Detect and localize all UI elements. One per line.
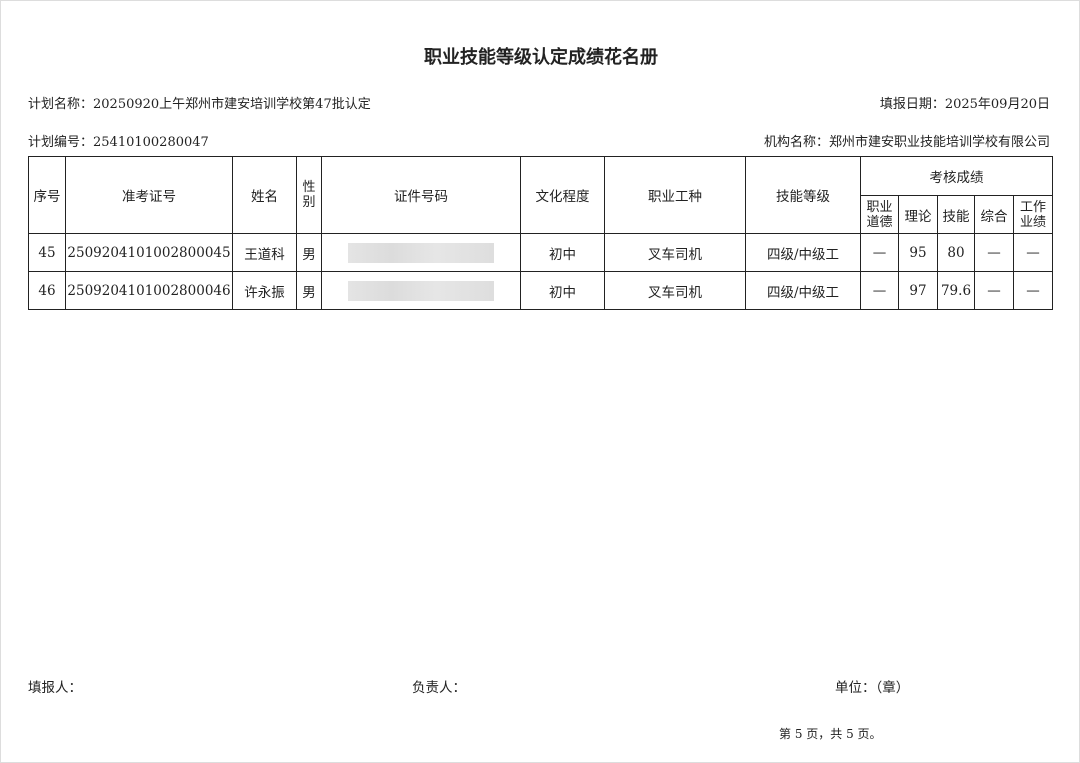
plan-name: 计划名称：20250920上午郑州市建安培训学校第47批认定 (28, 97, 371, 112)
header-ethics: 职业道德 (860, 195, 899, 234)
cell-education: 初中 (520, 233, 605, 272)
cell-name: 王道科 (232, 233, 297, 272)
responsible-label: 负责人： (412, 680, 466, 696)
cell-theory: 95 (898, 233, 938, 272)
cell-overall: — (974, 271, 1014, 310)
cell-skill: 80 (937, 233, 975, 272)
header-overall: 综合 (974, 195, 1014, 234)
page-title: 职业技能等级认定成绩花名册 (424, 47, 658, 68)
header-gender: 性别 (296, 156, 322, 234)
cell-ethics: — (860, 233, 899, 272)
cell-seq: 45 (28, 233, 66, 272)
table-row: 46 2509204101002800046 许永振 男 初中 叉车司机 四级/… (28, 271, 1053, 310)
header-level: 技能等级 (745, 156, 861, 234)
header-id-no: 证件号码 (321, 156, 521, 234)
header-education: 文化程度 (520, 156, 605, 234)
page-indicator: 第 5 页，共 5 页。 (779, 727, 882, 741)
redacted-id-blur (348, 242, 494, 263)
header-seq: 序号 (28, 156, 66, 234)
cell-exam-no: 2509204101002800046 (65, 271, 233, 310)
header-occupation: 职业工种 (604, 156, 746, 234)
cell-id-no (321, 233, 521, 272)
filler-label: 填报人： (28, 680, 82, 696)
unit-seal-label: 单位：（章） (835, 680, 910, 696)
cell-gender: 男 (296, 233, 322, 272)
fill-date: 填报日期：2025年09月20日 (879, 97, 1050, 112)
header-exam-no: 准考证号 (65, 156, 233, 234)
cell-gender: 男 (296, 271, 322, 310)
cell-occupation: 叉车司机 (604, 233, 746, 272)
cell-exam-no: 2509204101002800045 (65, 233, 233, 272)
cell-level: 四级/中级工 (745, 233, 861, 272)
plan-number: 计划编号：25410100280047 (28, 135, 209, 150)
cell-name: 许永振 (232, 271, 297, 310)
cell-ethics: — (860, 271, 899, 310)
redacted-id-blur (348, 280, 494, 301)
table-row: 45 2509204101002800045 王道科 男 初中 叉车司机 四级/… (28, 233, 1053, 272)
cell-work: — (1013, 271, 1053, 310)
header-scores: 考核成绩 (860, 156, 1053, 196)
cell-skill: 79.6 (937, 271, 975, 310)
cell-work: — (1013, 233, 1053, 272)
header-work: 工作业绩 (1013, 195, 1053, 234)
cell-level: 四级/中级工 (745, 271, 861, 310)
cell-education: 初中 (520, 271, 605, 310)
cell-overall: — (974, 233, 1014, 272)
cell-occupation: 叉车司机 (604, 271, 746, 310)
header-skill: 技能 (937, 195, 975, 234)
cell-seq: 46 (28, 271, 66, 310)
score-table: 序号 准考证号 姓名 性别 证件号码 文化程度 职业工种 技能等级 考核成绩 职… (28, 156, 1053, 310)
header-theory: 理论 (898, 195, 938, 234)
organization-name: 机构名称：郑州市建安职业技能培训学校有限公司 (763, 135, 1050, 150)
header-name: 姓名 (232, 156, 297, 234)
cell-theory: 97 (898, 271, 938, 310)
cell-id-no (321, 271, 521, 310)
